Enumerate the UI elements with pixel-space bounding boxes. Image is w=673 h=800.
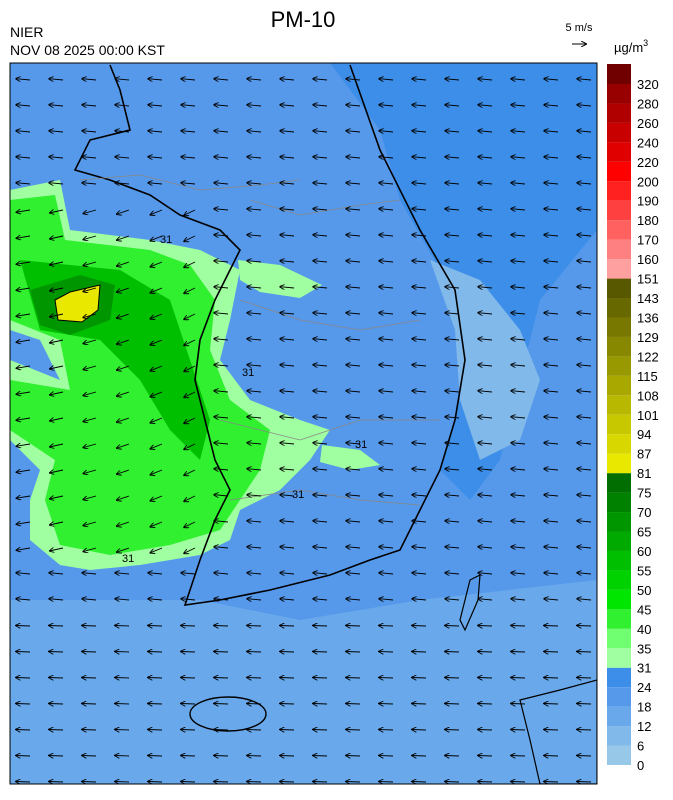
- colorbar-band: [607, 356, 631, 375]
- colorbar-tick-label: 70: [637, 505, 651, 520]
- colorbar-tick-label: 115: [637, 369, 658, 384]
- legend-unit: µg/m3: [614, 38, 648, 55]
- colorbar-tick-label: 129: [637, 330, 659, 345]
- colorbar-tick-label: 180: [637, 213, 659, 228]
- colorbar-band: [607, 707, 631, 726]
- colorbar-band: [607, 434, 631, 453]
- colorbar-tick-label: 75: [637, 486, 651, 501]
- colorbar-band: [607, 687, 631, 706]
- colorbar-tick-label: 60: [637, 544, 651, 559]
- colorbar-band: [607, 454, 631, 473]
- colorbar-band: [607, 123, 631, 142]
- unit-power: 3: [643, 38, 648, 48]
- map: 31 31 31 31 31: [10, 63, 597, 784]
- colorbar-band: [607, 493, 631, 512]
- colorbar-band: [607, 395, 631, 414]
- colorbar-band: [607, 317, 631, 336]
- colorbar-tick-label: 45: [637, 602, 651, 617]
- colorbar-band: [607, 532, 631, 551]
- colorbar-band: [607, 726, 631, 745]
- colorbar-tick-label: 200: [637, 174, 659, 189]
- colorbar-band: [607, 668, 631, 687]
- colorbar-tick-label: 260: [637, 116, 659, 131]
- colorbar-band: [607, 473, 631, 492]
- colorbar-tick-label: 31: [637, 661, 651, 676]
- colorbar-tick-label: 94: [637, 427, 651, 442]
- colorbar-band: [607, 648, 631, 667]
- colorbar-band: [607, 142, 631, 161]
- colorbar-band: [607, 220, 631, 239]
- colorbar-tick-label: 12: [637, 719, 651, 734]
- contour-label: 31: [292, 489, 304, 501]
- colorbar-band: [607, 376, 631, 395]
- colorbar-band: [607, 337, 631, 356]
- colorbar-tick-label: 170: [637, 233, 659, 248]
- colorbar-band: [607, 415, 631, 434]
- colorbar-tick-label: 55: [637, 563, 651, 578]
- datetime: NOV 08 2025 00:00 KST: [10, 42, 165, 58]
- colorbar-tick-label: 87: [637, 447, 651, 462]
- colorbar-band: [607, 629, 631, 648]
- colorbar-band: [607, 162, 631, 181]
- contour-label: 31: [242, 367, 254, 379]
- colorbar-band: [607, 551, 631, 570]
- colorbar-band: [607, 512, 631, 531]
- colorbar-tick-label: 35: [637, 641, 651, 656]
- colorbar-tick-label: 136: [637, 310, 659, 325]
- colorbar: 0 6 12 18 24 31 35 40 45 50 55 60 65 70 75 81 87 94 101 108…: [607, 64, 659, 773]
- colorbar-band: [607, 298, 631, 317]
- colorbar-tick-label: 280: [637, 96, 659, 111]
- colorbar-band: [607, 181, 631, 200]
- colorbar-tick-label: 40: [637, 622, 651, 637]
- contour-label: 31: [160, 234, 172, 246]
- colorbar-tick-label: 0: [637, 758, 644, 773]
- contour-label: 31: [122, 553, 134, 565]
- colorbar-tick-label: 108: [637, 388, 659, 403]
- title: PM-10: [271, 7, 336, 32]
- colorbar-tick-label: 220: [637, 155, 659, 170]
- colorbar-tick-label: 101: [637, 408, 659, 423]
- colorbar-tick-label: 24: [637, 680, 651, 695]
- unit: µg/m: [614, 40, 643, 55]
- colorbar-band: [607, 240, 631, 259]
- colorbar-band: [607, 590, 631, 609]
- colorbar-tick-label: 81: [637, 466, 651, 481]
- colorbar-tick-label: 190: [637, 194, 659, 209]
- contour-label: 31: [355, 439, 367, 451]
- agency: NIER: [10, 24, 43, 40]
- colorbar-tick-label: 143: [637, 291, 659, 306]
- colorbar-tick-label: 240: [637, 135, 659, 150]
- colorbar-band: [607, 279, 631, 298]
- colorbar-band: [607, 259, 631, 278]
- colorbar-band: [607, 570, 631, 589]
- colorbar-tick-label: 160: [637, 252, 659, 267]
- colorbar-tick-label: 320: [637, 77, 659, 92]
- colorbar-tick-label: 65: [637, 525, 651, 540]
- colorbar-band: [607, 84, 631, 103]
- colorbar-band: [607, 201, 631, 220]
- colorbar-tick-label: 50: [637, 583, 651, 598]
- colorbar-tick-label: 122: [637, 349, 659, 364]
- colorbar-band: [607, 103, 631, 122]
- colorbar-band: [607, 746, 631, 765]
- colorbar-tick-label: 6: [637, 739, 644, 754]
- colorbar-band: [607, 64, 631, 84]
- wind-scale-label: 5 m/s: [566, 22, 593, 34]
- colorbar-tick-label: 151: [637, 272, 659, 287]
- colorbar-band: [607, 609, 631, 628]
- colorbar-tick-label: 18: [637, 700, 651, 715]
